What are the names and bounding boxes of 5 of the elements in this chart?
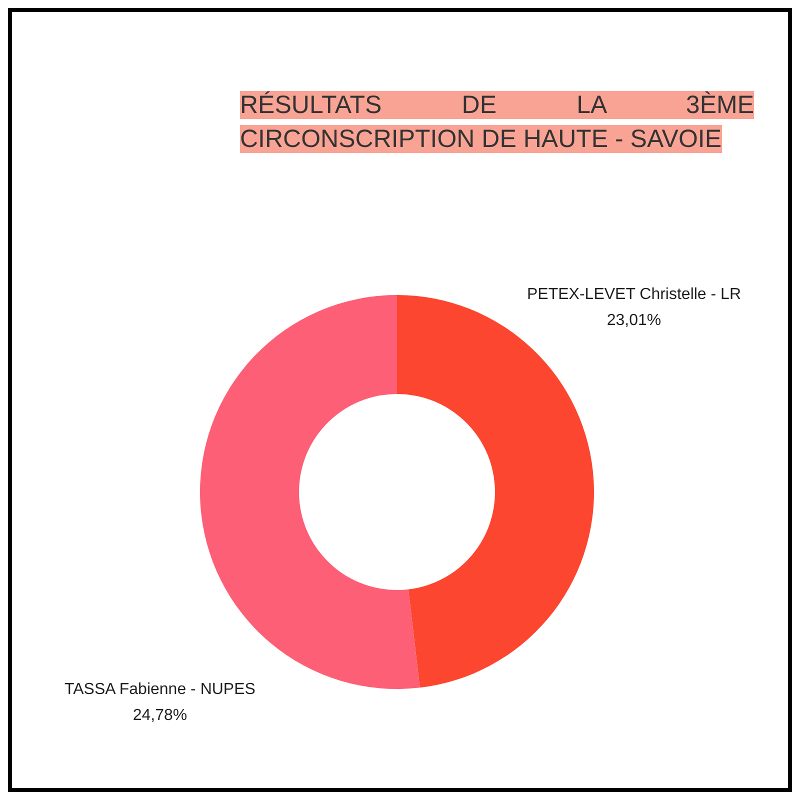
data-label: 24,78%: [132, 707, 188, 724]
data-label: 23,01%: [606, 312, 662, 329]
chart-title: RÉSULTATS DE LA 3ÈME CIRCONSCRIPTION DE HAUTE - SAVOIE: [240, 91, 754, 153]
slice-label: TASSA Fabienne - NUPES: [64, 681, 256, 698]
slice-label: PETEX-LEVET Christelle - LR: [527, 286, 741, 303]
